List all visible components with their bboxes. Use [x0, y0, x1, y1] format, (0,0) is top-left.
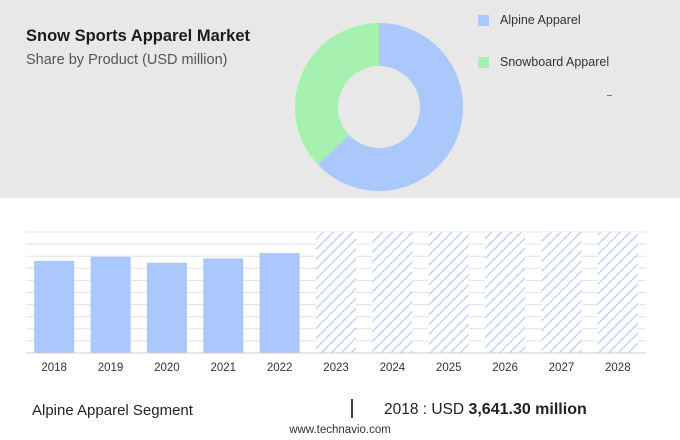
x-tick-label-2021: 2021	[210, 362, 236, 374]
donut-slice-snowboard-apparel	[295, 22, 379, 165]
bar-2022	[259, 253, 300, 353]
footer-separator	[351, 399, 353, 418]
bar-2019	[90, 256, 131, 353]
bar-2020	[146, 262, 187, 353]
chart-title: Snow Sports Apparel Market	[26, 27, 251, 45]
x-tick-label-2019: 2019	[98, 362, 124, 374]
legend-swatch-alpine	[478, 14, 489, 26]
chart-subtitle: Share by Product (USD million)	[26, 52, 228, 68]
legend-dash	[607, 95, 612, 96]
legend-label-snowboard: Snowboard Apparel	[500, 55, 610, 69]
legend-item-alpine-apparel: Alpine Apparel	[478, 12, 581, 28]
bar-2028	[597, 232, 638, 353]
footer-value-amount: 3,641.30 million	[468, 401, 587, 418]
x-tick-label-2022: 2022	[267, 362, 293, 374]
legend-swatch-snowboard	[478, 56, 489, 68]
footer-source: www.technavio.com	[289, 424, 391, 436]
x-tick-label-2023: 2023	[323, 362, 349, 374]
x-tick-label-2026: 2026	[492, 362, 518, 374]
bar-2025	[428, 232, 469, 353]
x-tick-label-2024: 2024	[380, 362, 406, 374]
bar-2027	[541, 232, 582, 353]
legend-label-alpine: Alpine Apparel	[500, 13, 581, 27]
footer-value-prefix: 2018 : USD	[384, 401, 465, 418]
donut-chart	[295, 22, 463, 191]
x-tick-label-2027: 2027	[549, 362, 575, 374]
x-tick-label-2025: 2025	[436, 362, 462, 374]
x-tick-label-2020: 2020	[154, 362, 180, 374]
legend-item-snowboard-apparel: Snowboard Apparel	[478, 54, 609, 70]
bar-2026	[485, 232, 526, 353]
bar-2024	[372, 232, 413, 353]
x-tick-label-2018: 2018	[41, 362, 67, 374]
footer-segment-label: Alpine Apparel Segment	[32, 402, 193, 419]
x-tick-label-2028: 2028	[605, 362, 631, 374]
bar-2018	[34, 260, 75, 353]
bar-2023	[315, 232, 357, 353]
bar-chart: 2018 2019 2020 2021 2022 2023 2024 2025 2026 2027…	[26, 231, 646, 374]
footer-value: 2018 : USD 3,641.30 million	[384, 401, 587, 419]
bar-2021	[203, 258, 244, 353]
donut-slice-alpine-apparel	[317, 23, 463, 191]
